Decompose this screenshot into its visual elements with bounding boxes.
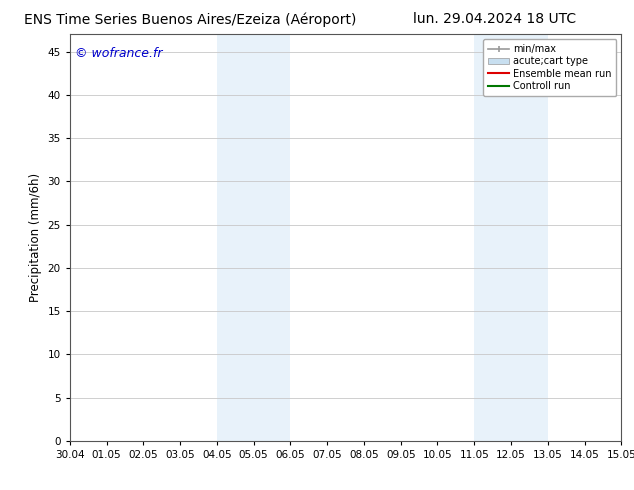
Bar	[217, 34, 290, 441]
Y-axis label: Precipitation (mm/6h): Precipitation (mm/6h)	[29, 173, 42, 302]
Bar	[474, 34, 548, 441]
Text: ENS Time Series Buenos Aires/Ezeiza (Aéroport): ENS Time Series Buenos Aires/Ezeiza (Aér…	[24, 12, 356, 27]
Text: © wofrance.fr: © wofrance.fr	[75, 47, 163, 59]
Legend: min/max, acute;cart type, Ensemble mean run, Controll run: min/max, acute;cart type, Ensemble mean …	[483, 39, 616, 96]
Text: lun. 29.04.2024 18 UTC: lun. 29.04.2024 18 UTC	[413, 12, 576, 26]
